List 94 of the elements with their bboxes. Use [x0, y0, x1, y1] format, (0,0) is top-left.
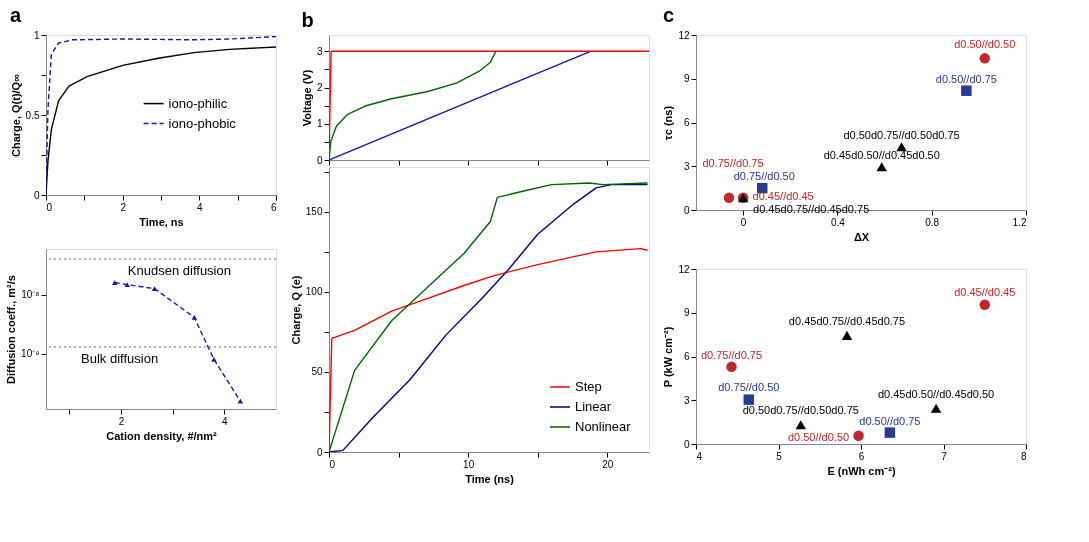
point: [979, 299, 990, 310]
y-tick-label: 3: [316, 45, 323, 57]
y-tick-label: 6: [683, 351, 690, 362]
data-label: d0.75//d0.50: [718, 380, 780, 393]
y-axis-title: P (kW cm⁻²): [662, 326, 675, 388]
y-tick-label: 0: [316, 154, 323, 166]
y-tick-label: 50: [311, 366, 323, 378]
data-label: d0.45d0.50//d0.45d0.50: [877, 388, 995, 401]
data-label: d0.45d0.75//d0.45d0.75: [788, 315, 906, 328]
x-tick-label: 5: [776, 450, 783, 462]
legend-label: Linear: [575, 399, 612, 414]
y-axis-title: Charge, Q (e): [289, 275, 302, 345]
point: [124, 282, 130, 288]
y-tick-label: 12: [678, 29, 690, 41]
y-tick-label: 100: [305, 286, 323, 298]
data-label: d0.50//d0.50: [787, 430, 850, 443]
x-axis-title: E (nWh cm⁻²): [827, 464, 896, 477]
x-tick-label: 0: [46, 201, 53, 213]
x-axis-title: Time, ns: [139, 215, 184, 228]
x-tick-label: 8: [1020, 450, 1027, 462]
data-label: d0.50d0.75//d0.50d0.75: [843, 128, 960, 141]
y-axis-title: Diffusion coeff., m²/s: [5, 275, 18, 384]
data-label: d0.75//d0.75: [700, 348, 763, 361]
x-axis-title: Time (ns): [465, 472, 515, 485]
y-tick-label: 0: [33, 189, 40, 201]
y-axis-title: Voltage (V): [300, 69, 313, 127]
data-label: d0.50//d0.50: [954, 38, 1016, 51]
point: [853, 430, 864, 441]
point: [237, 398, 244, 404]
y-tick-label: 6: [683, 117, 690, 128]
point: [726, 361, 737, 373]
data-label: d0.45//d0.45: [954, 285, 1016, 298]
data-label: d0.50//d0.75: [935, 72, 997, 85]
x-tick-label: 2: [120, 201, 127, 213]
y-axis-title: Charge, Q(t)/Q∞: [9, 73, 22, 158]
point: [211, 357, 217, 362]
y-tick-label: 10⁻⁸: [21, 289, 40, 301]
x-tick-label: 6: [858, 450, 865, 462]
x-tick-label: 4: [222, 415, 229, 427]
y-tick-label: 1: [316, 118, 323, 130]
point: [961, 85, 972, 96]
y-tick-label: 9: [683, 307, 690, 319]
y-tick-label: 3: [683, 160, 690, 172]
data-label: d0.50//d0.75: [859, 414, 921, 427]
point: [723, 192, 735, 203]
x-tick-label: 4: [696, 450, 703, 462]
chart-title: b: [301, 9, 314, 31]
x-tick-label: 7: [941, 450, 948, 462]
x-tick-label: 6: [270, 201, 277, 213]
y-tick-label: 150: [305, 206, 323, 218]
ref-line-label: Knudsen diffusion: [127, 262, 231, 278]
y-tick-label: 12: [678, 263, 690, 275]
point: [979, 53, 990, 64]
chart-title: c: [662, 4, 674, 26]
point: [191, 315, 198, 320]
point: [151, 286, 158, 292]
point: [795, 420, 807, 430]
legend-label: iono-philic: [168, 95, 228, 111]
legend-label: iono-phobic: [168, 115, 237, 131]
x-tick-label: 0.8: [925, 216, 940, 228]
legend-label: Nonlinear: [575, 419, 632, 434]
y-tick-label: 10⁻⁹: [21, 348, 40, 360]
point: [896, 142, 907, 152]
legend-label: Step: [575, 379, 602, 394]
data-label: d0.45d0.50//d0.45d0.50: [823, 148, 940, 161]
ref-line-label: Bulk diffusion: [81, 350, 159, 366]
y-tick-label: 9: [683, 73, 690, 85]
x-tick-label: 0: [740, 216, 747, 228]
data-label: d0.50d0.75//d0.50d0.75: [742, 403, 859, 416]
x-tick-label: 20: [602, 458, 614, 470]
y-axis-title: τc (ns): [662, 105, 675, 141]
data-label: d0.75//d0.75: [702, 156, 764, 169]
y-tick-label: 3: [683, 394, 690, 406]
point: [884, 427, 896, 438]
x-tick-label: 0: [329, 458, 336, 470]
point: [930, 403, 942, 413]
x-axis-title: Cation density, #/nm²: [106, 429, 218, 442]
point: [112, 280, 118, 285]
y-tick-label: 0: [683, 438, 690, 450]
data-label: d0.45d0.75//d0.45d0.75: [753, 202, 870, 215]
data-label: d0.45//d0.45: [752, 189, 814, 202]
y-tick-label: 2: [316, 82, 323, 94]
x-tick-label: 4: [197, 201, 204, 213]
point: [841, 330, 853, 340]
chart-title: a: [10, 4, 23, 26]
y-tick-label: 0.5: [25, 109, 40, 121]
x-tick-label: 10: [463, 458, 475, 470]
data-label: d0.75//d0.50: [733, 170, 795, 183]
point: [876, 162, 887, 172]
x-axis-title: ΔX: [853, 230, 870, 243]
x-tick-label: 1.2: [1012, 216, 1027, 228]
y-tick-label: 1: [33, 29, 40, 41]
x-tick-label: 0.4: [830, 216, 846, 228]
point: [743, 394, 755, 405]
